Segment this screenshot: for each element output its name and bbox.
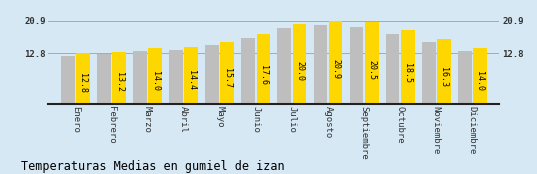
Bar [221, 42, 234, 104]
Bar [422, 42, 436, 104]
Bar [148, 48, 162, 104]
Text: 15.7: 15.7 [223, 68, 232, 88]
Bar [97, 54, 111, 104]
Text: 14.0: 14.0 [151, 71, 159, 91]
Bar [205, 45, 219, 104]
Text: 18.5: 18.5 [403, 63, 412, 83]
Bar [112, 52, 126, 104]
Bar [458, 51, 471, 104]
Bar [437, 39, 451, 104]
Bar [401, 30, 415, 104]
Bar [350, 26, 364, 104]
Bar [76, 53, 90, 104]
Bar [169, 50, 183, 104]
Bar [473, 48, 487, 104]
Text: 14.4: 14.4 [187, 70, 195, 90]
Text: 20.0: 20.0 [295, 61, 304, 81]
Text: 20.9: 20.9 [331, 59, 340, 79]
Bar [293, 24, 306, 104]
Text: 12.8: 12.8 [78, 73, 88, 93]
Text: 14.0: 14.0 [475, 71, 484, 91]
Bar [133, 51, 147, 104]
Text: 20.5: 20.5 [367, 60, 376, 80]
Text: 16.3: 16.3 [439, 67, 448, 87]
Bar [386, 34, 400, 104]
Bar [365, 22, 379, 104]
Bar [242, 38, 255, 104]
Text: 13.2: 13.2 [114, 72, 124, 92]
Bar [257, 34, 270, 104]
Bar [329, 21, 343, 104]
Bar [314, 25, 327, 104]
Bar [278, 28, 291, 104]
Text: 17.6: 17.6 [259, 65, 268, 85]
Bar [61, 56, 75, 104]
Text: Temperaturas Medias en gumiel de izan: Temperaturas Medias en gumiel de izan [21, 160, 285, 173]
Bar [184, 47, 198, 104]
